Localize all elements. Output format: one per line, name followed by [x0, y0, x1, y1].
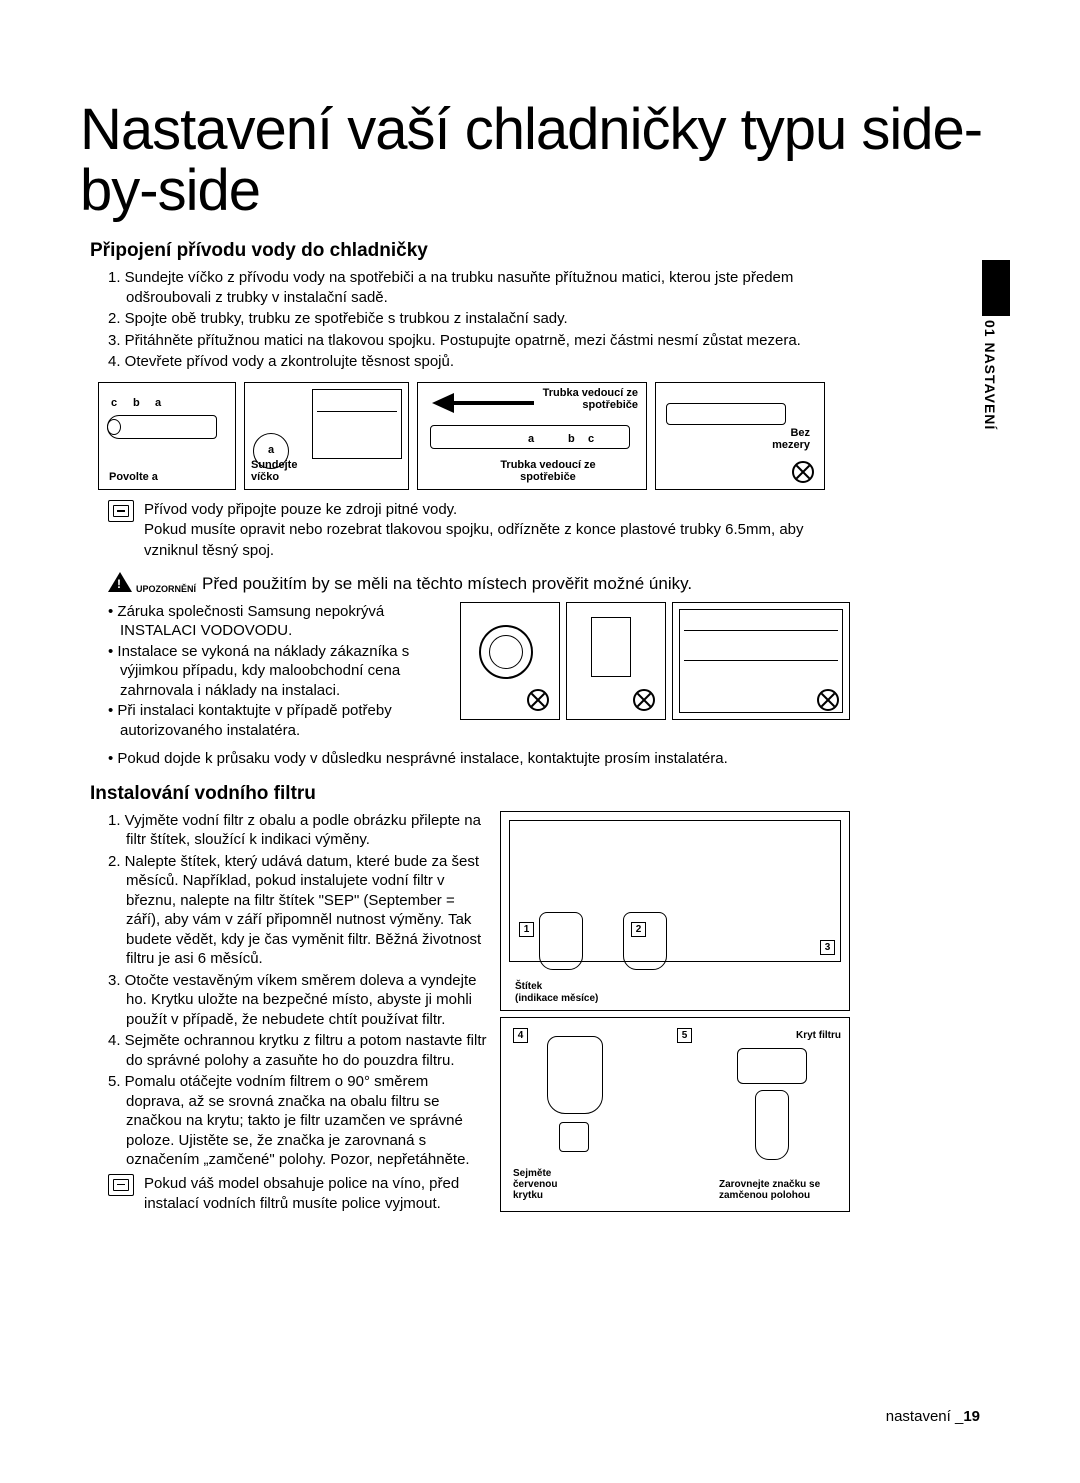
diagram-row-1: c b a Povolte a a Sundejte víčko Trubka …: [98, 382, 850, 490]
step-badge: 4: [513, 1028, 528, 1043]
step: 5. Pomalu otáčejte vodním filtrem o 90° …: [108, 1072, 490, 1170]
housing-sketch: [737, 1048, 807, 1084]
diagram-1: c b a Povolte a: [98, 382, 236, 490]
mini-diagram: [566, 602, 666, 720]
bullet: Záruka společnosti Samsung nepokrývá INS…: [108, 602, 448, 641]
diag-caption: Kryt filtru: [796, 1030, 841, 1041]
bullet-list: Záruka společnosti Samsung nepokrývá INS…: [108, 602, 448, 742]
section1-steps: 1. Sundejte víčko z přívodu vody na spot…: [80, 268, 850, 372]
step: 1. Vyjměte vodní filtr z obalu a podle o…: [108, 811, 490, 850]
filter-sketch: [755, 1090, 789, 1160]
no-icon: [527, 689, 549, 711]
diag-caption: Povolte a: [109, 471, 158, 483]
mini-diagram-row: [460, 602, 850, 742]
step: 2. Spojte obě trubky, trubku ze spotřebi…: [108, 309, 850, 329]
bullet-full: Pokud dojde k průsaku vody v důsledku ne…: [80, 749, 850, 769]
section1-heading: Připojení přívodu vody do chladničky: [90, 240, 850, 262]
step: 1. Sundejte víčko z přívodu vody na spot…: [108, 268, 850, 309]
note-text: Přívod vody připojte pouze ke zdroji pit…: [144, 500, 850, 561]
filter-sketch: [547, 1036, 603, 1114]
arrow-icon: [432, 393, 454, 413]
section2-heading: Instalování vodního filtru: [90, 783, 850, 805]
page-footer: nastavení _19: [886, 1408, 980, 1425]
step: 3. Přitáhněte přítužnou matici na tlakov…: [108, 331, 850, 351]
note-line: Pokud musíte opravit nebo rozebrat tlako…: [144, 520, 850, 561]
diagram-4: Bez mezery: [655, 382, 825, 490]
footer-page-number: 19: [963, 1408, 980, 1425]
filter-sketch: [623, 912, 667, 970]
bullet: Při instalaci kontaktujte v případě potř…: [108, 701, 448, 740]
step: 3. Otočte vestavěným víkem směrem doleva…: [108, 971, 490, 1030]
diag-label: a: [528, 433, 534, 445]
diag-label: a: [155, 397, 161, 409]
no-icon: [633, 689, 655, 711]
diag-label: a: [268, 444, 274, 456]
step: 2. Nalepte štítek, který udává datum, kt…: [108, 852, 490, 969]
knob-sketch: [479, 625, 533, 679]
filter-section: 1. Vyjměte vodní filtr z obalu a podle o…: [80, 811, 850, 1215]
bullet: Instalace se vykoná na náklady zákazníka…: [108, 642, 448, 701]
diagram-3: Trubka vedoucí ze spotřebiče a b c Trubk…: [417, 382, 647, 490]
diag-caption: Sundejte: [251, 459, 297, 471]
step: 4. Otevřete přívod vody a zkontrolujte t…: [108, 352, 850, 372]
bullets-and-diagrams: Záruka společnosti Samsung nepokrývá INS…: [80, 602, 850, 742]
content-column: Připojení přívodu vody do chladničky 1. …: [80, 240, 850, 1215]
valve-sketch: [591, 617, 631, 677]
warning-label: UPOZORNĚNÍ: [136, 584, 196, 594]
diag-caption: Zarovnejte značku se zamčenou polohou: [719, 1179, 839, 1201]
fridge-sketch: [312, 389, 402, 459]
note-1: Přívod vody připojte pouze ke zdroji pit…: [80, 500, 850, 561]
warning-icon: [108, 572, 132, 592]
note-2: Pokud váš model obsahuje police na víno,…: [80, 1174, 490, 1215]
diag-caption: víčko: [251, 471, 279, 483]
arrow-shaft: [454, 401, 534, 405]
filter-diagram-bottom: 4 5 Kryt filtru Sejměte červenou krytku …: [500, 1017, 850, 1212]
diag-caption: Trubka vedoucí ze spotřebiče: [528, 387, 638, 411]
diag-caption: Bez: [790, 427, 810, 439]
diag-label: c: [111, 397, 117, 409]
step-badge: 1: [519, 922, 534, 937]
diag-caption: Trubka vedoucí ze spotřebiče: [478, 459, 618, 483]
diag-caption: mezery: [772, 439, 810, 451]
filter-sketch: [539, 912, 583, 970]
tube-sketch: [666, 403, 786, 425]
step: 4. Sejměte ochrannou krytku z filtru a p…: [108, 1031, 490, 1070]
tube-end: [107, 419, 121, 435]
side-tab: 01 NASTAVENÍ: [982, 260, 1010, 440]
filter-text-column: 1. Vyjměte vodní filtr z obalu a podle o…: [80, 811, 490, 1215]
filter-diagram-column: 1 2 3 Štítek (indikace měsíce) 4 5 Kryt …: [500, 811, 850, 1215]
cap-sketch: [559, 1122, 589, 1152]
diag-label: b: [568, 433, 575, 445]
diag-label: b: [133, 397, 140, 409]
footer-label: nastavení _: [886, 1408, 964, 1425]
filter-steps: 1. Vyjměte vodní filtr z obalu a podle o…: [80, 811, 490, 1170]
warning-text: Před použitím by se měli na těchto míste…: [202, 574, 692, 594]
diag-label: c: [588, 433, 594, 445]
diag-caption: (indikace měsíce): [515, 993, 598, 1004]
mini-diagram: [672, 602, 850, 720]
warning-row: UPOZORNĚNÍ Před použitím by se měli na t…: [80, 569, 850, 594]
step-badge: 3: [820, 940, 835, 955]
diagram-2: a Sundejte víčko: [244, 382, 409, 490]
side-tab-label: 01 NASTAVENÍ: [982, 320, 998, 430]
note-icon: [108, 1174, 134, 1196]
note-icon: [108, 500, 134, 522]
mini-diagram: [460, 602, 560, 720]
no-icon: [792, 461, 814, 483]
page-title: Nastavení vaší chladničky typu side-by-s…: [80, 100, 1000, 222]
diag-caption: Štítek: [515, 981, 542, 992]
no-icon: [817, 689, 839, 711]
tube-sketch: [107, 415, 217, 439]
note-line: Přívod vody připojte pouze ke zdroji pit…: [144, 500, 850, 520]
step-badge: 5: [677, 1028, 692, 1043]
note-text: Pokud váš model obsahuje police na víno,…: [144, 1174, 490, 1215]
diag-caption: Sejměte červenou krytku: [513, 1168, 583, 1201]
side-tab-marker: [982, 260, 1010, 316]
filter-diagram-top: 1 2 3 Štítek (indikace měsíce): [500, 811, 850, 1011]
